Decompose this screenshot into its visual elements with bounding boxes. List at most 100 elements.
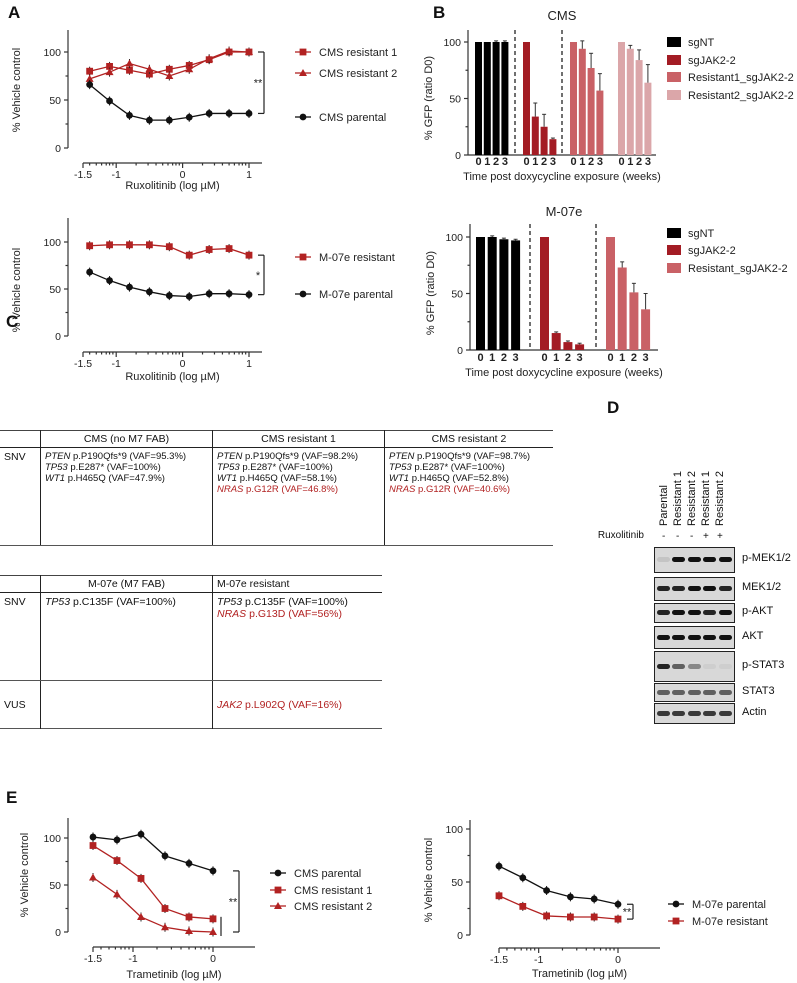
legend-marker: [274, 902, 282, 909]
blot-band: [718, 634, 732, 640]
table-cell: JAK2 p.L902Q (VAF=16%): [212, 680, 382, 729]
m07e-mutation-table: M-07e (M7 FAB) M-07e resistant SNV TP53 …: [0, 575, 382, 729]
blot-band: [687, 634, 701, 640]
legend-label: CMS resistant 1: [319, 47, 397, 59]
x-tick-label: 0: [180, 169, 186, 181]
y-axis-title: % Vehicle control: [11, 248, 23, 332]
bar: [635, 60, 643, 155]
legend-swatch: [667, 90, 681, 100]
legend-label: CMS parental: [319, 112, 386, 124]
bar: [511, 240, 521, 350]
panel-label-b: B: [433, 3, 446, 22]
data-point: [161, 923, 169, 931]
row-label: SNV: [0, 447, 41, 546]
x-tick-label: 3: [645, 156, 651, 168]
treatment-sign: +: [703, 531, 709, 542]
data-point: [126, 283, 133, 291]
x-tick-label: 3: [550, 156, 556, 168]
data-point: [519, 902, 527, 910]
legend-swatch: [667, 245, 681, 255]
data-point: [495, 862, 503, 870]
variant: p.G12R (VAF=40.6%): [415, 484, 511, 495]
x-tick-label: 0: [618, 156, 624, 168]
data-point: [205, 246, 213, 253]
chart-title: M-07e: [546, 204, 583, 219]
data-point: [126, 241, 133, 249]
gene: TP53: [45, 596, 71, 608]
data-point: [165, 72, 174, 79]
x-axis-title: Time post doxycycline exposure (weeks): [463, 171, 661, 183]
significance-marker: **: [229, 896, 238, 908]
y-axis-title: % Vehicle control: [423, 838, 435, 922]
x-tick-label: 3: [643, 352, 649, 364]
legend-marker: [299, 69, 307, 76]
x-axis-title: Ruxolitinib (log µM): [125, 371, 219, 383]
x-tick-label: 1: [553, 352, 559, 364]
x-axis-title: Trametinib (log µM): [532, 968, 627, 980]
x-tick-label: 0: [210, 953, 216, 965]
data-point: [106, 241, 113, 249]
blot-label: p-STAT3: [742, 658, 785, 671]
legend-marker: [672, 900, 680, 908]
x-tick-label: 3: [577, 352, 583, 364]
x-tick-label: 2: [636, 156, 642, 168]
data-point: [185, 927, 193, 935]
data-point: [86, 81, 94, 89]
table-cell: TP53 p.C135F (VAF=100%): [40, 592, 213, 681]
blot-strip: [654, 703, 735, 724]
data-point: [125, 59, 134, 67]
data-point: [161, 905, 169, 912]
legend-label: Resistant2_sgJAK2-2: [688, 90, 794, 102]
blot-band: [657, 663, 670, 669]
data-point: [146, 288, 153, 296]
blot-band: [672, 610, 686, 615]
table-cell: PTEN p.P190Qfs*9 (VAF=98.7%) TP53 p.E287…: [384, 447, 553, 546]
lane-label: Resistant 1: [672, 470, 684, 526]
bar: [540, 237, 549, 350]
legend-marker: [672, 917, 680, 925]
legend-label: M-07e resistant: [319, 252, 395, 264]
significance-marker: **: [254, 78, 263, 90]
blot-label: AKT: [742, 629, 764, 642]
data-point: [209, 867, 217, 875]
data-point: [519, 874, 527, 882]
significance-marker: **: [623, 907, 632, 919]
data-point: [225, 245, 233, 252]
data-point: [205, 54, 214, 62]
treatment-sign: +: [717, 531, 723, 542]
row-label: SNV: [0, 592, 41, 681]
bar: [563, 342, 573, 350]
blot-band: [718, 610, 732, 615]
x-tick-label: 2: [588, 156, 594, 168]
legend-label: M-07e parental: [692, 899, 766, 911]
data-point: [567, 913, 574, 921]
x-tick-label: 2: [565, 352, 571, 364]
blot-band: [657, 610, 670, 615]
bar: [476, 237, 485, 350]
blot-label: p-MEK1/2: [742, 552, 791, 564]
data-point: [205, 110, 213, 117]
y-tick-label: 50: [451, 877, 463, 889]
panel-label-e: E: [6, 788, 18, 807]
table-header: CMS (no M7 FAB): [40, 430, 213, 448]
gene: TP53: [389, 462, 412, 473]
x-tick-label: 3: [597, 156, 603, 168]
bar: [587, 67, 595, 155]
data-point: [137, 830, 145, 838]
gene: WT1: [45, 473, 66, 484]
data-point: [86, 268, 94, 276]
bar: [578, 48, 586, 155]
data-point: [495, 892, 503, 900]
blot-band: [703, 689, 717, 695]
x-tick-label: -1: [534, 954, 543, 966]
bar: [606, 237, 615, 350]
y-tick-label: 50: [49, 95, 61, 107]
legend-marker: [274, 886, 282, 894]
data-point: [137, 912, 145, 920]
x-tick-label: 1: [532, 156, 538, 168]
bar: [596, 90, 604, 155]
treatment-sign: -: [662, 531, 666, 542]
data-point: [126, 66, 133, 74]
data-point: [543, 912, 550, 920]
